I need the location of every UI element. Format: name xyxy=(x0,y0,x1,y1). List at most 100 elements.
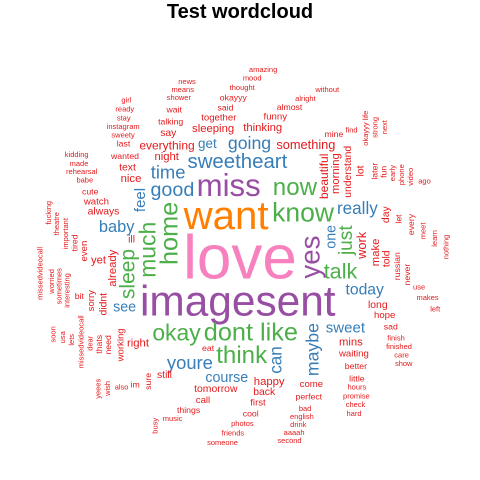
word-166: nothing xyxy=(441,235,450,260)
word-154: missedvideocall xyxy=(35,247,44,300)
word-54: text xyxy=(119,162,136,173)
word-224: girl xyxy=(121,96,131,105)
word-68: first xyxy=(250,398,266,409)
word-117: thought xyxy=(230,83,256,92)
word-75: mine xyxy=(324,129,343,139)
word-65: funny xyxy=(264,112,288,123)
word-94: fun xyxy=(378,166,388,178)
word-148: usa xyxy=(58,330,67,343)
word-64: sorry xyxy=(86,290,97,312)
word-45: yet xyxy=(91,255,107,267)
word-73: sure xyxy=(143,373,153,390)
word-58: day xyxy=(381,206,392,224)
word-70: russian xyxy=(392,252,402,280)
word-139: wish xyxy=(103,381,112,397)
word-50: long xyxy=(368,300,388,311)
word-67: even xyxy=(79,241,90,262)
word-160: busy xyxy=(151,418,160,434)
word-15: good xyxy=(150,179,194,201)
word-123: promise xyxy=(343,391,370,400)
word-113: rehearsal xyxy=(66,167,98,176)
word-69: call xyxy=(196,395,210,406)
word-66: hope xyxy=(374,310,395,321)
word-41: right xyxy=(127,337,150,349)
word-97: every xyxy=(406,213,416,235)
word-44: mins xyxy=(339,337,363,349)
word-36: night xyxy=(154,151,179,163)
word-39: happy xyxy=(254,376,285,388)
word-9: think xyxy=(216,342,268,369)
word-42: nice xyxy=(121,173,142,185)
word-83: sad xyxy=(384,322,398,332)
word-163: next xyxy=(380,119,389,134)
word-23: baby xyxy=(99,218,135,236)
word-37: already xyxy=(107,249,119,286)
word-100: dear xyxy=(85,335,94,351)
word-7: home xyxy=(156,202,184,265)
word-24: today xyxy=(346,282,385,299)
word-22: can xyxy=(267,346,286,374)
word-108: english xyxy=(290,412,314,421)
word-112: missedvideocall xyxy=(76,315,85,368)
word-86: cool xyxy=(243,409,259,419)
word-137: check xyxy=(346,400,366,409)
word-31: work xyxy=(354,231,369,260)
word-167: hard xyxy=(346,409,361,418)
word-33: everything xyxy=(139,138,194,152)
word-17: youre xyxy=(167,352,213,373)
word-133: worried xyxy=(47,269,56,295)
word-8: now xyxy=(273,174,318,201)
word-172: soon xyxy=(49,326,58,342)
word-131: means xyxy=(171,85,194,94)
word-57: ill xyxy=(128,234,135,245)
word-91: thats xyxy=(94,334,104,353)
word-60: waiting xyxy=(338,349,369,360)
word-71: wanted xyxy=(110,151,139,161)
word-115: sometimes xyxy=(55,268,64,305)
word-121: meet xyxy=(418,222,427,240)
word-145: learn xyxy=(430,230,439,247)
word-2: want xyxy=(183,193,269,238)
word-81: eat xyxy=(202,343,215,353)
word-61: working xyxy=(116,328,127,362)
word-80: cute xyxy=(82,186,99,196)
word-3: miss xyxy=(197,168,261,203)
word-134: care xyxy=(394,350,409,359)
word-105: find xyxy=(345,126,357,135)
word-6: dont like xyxy=(204,318,298,346)
word-59: together xyxy=(201,113,237,124)
word-18: time xyxy=(151,161,186,182)
word-88: never xyxy=(402,264,412,286)
word-132: makes xyxy=(416,293,438,302)
word-19: maybe xyxy=(303,323,323,376)
word-138: aaaah xyxy=(284,428,305,437)
word-109: early xyxy=(388,165,397,182)
word-143: news xyxy=(178,77,196,86)
word-102: finish xyxy=(387,334,405,343)
word-151: fucking xyxy=(44,201,53,225)
word-114: instagram xyxy=(107,122,140,131)
word-120: finished xyxy=(386,342,412,351)
word-125: drink xyxy=(290,420,307,429)
word-127: okayyy life xyxy=(361,111,370,146)
word-62: come xyxy=(300,379,323,390)
word-157: yeees xyxy=(93,379,102,399)
word-101: sweety xyxy=(111,131,135,140)
word-107: hours xyxy=(348,383,367,392)
word-38: thinking xyxy=(243,122,282,134)
word-53: still xyxy=(157,370,172,381)
word-52: told xyxy=(381,250,392,267)
chart-title: Test wordcloud xyxy=(167,1,313,23)
word-118: phone xyxy=(397,164,406,185)
word-32: something xyxy=(276,137,335,152)
word-63: watch xyxy=(83,197,109,208)
word-104: photos xyxy=(231,419,254,428)
word-93: okayyy xyxy=(220,92,248,102)
word-96: little xyxy=(349,374,365,384)
word-129: stay xyxy=(117,113,131,122)
word-29: see xyxy=(113,300,136,316)
word-79: later xyxy=(369,163,379,180)
word-164: left xyxy=(430,305,441,314)
word-77: better xyxy=(345,361,367,371)
word-25: feel xyxy=(132,188,149,212)
